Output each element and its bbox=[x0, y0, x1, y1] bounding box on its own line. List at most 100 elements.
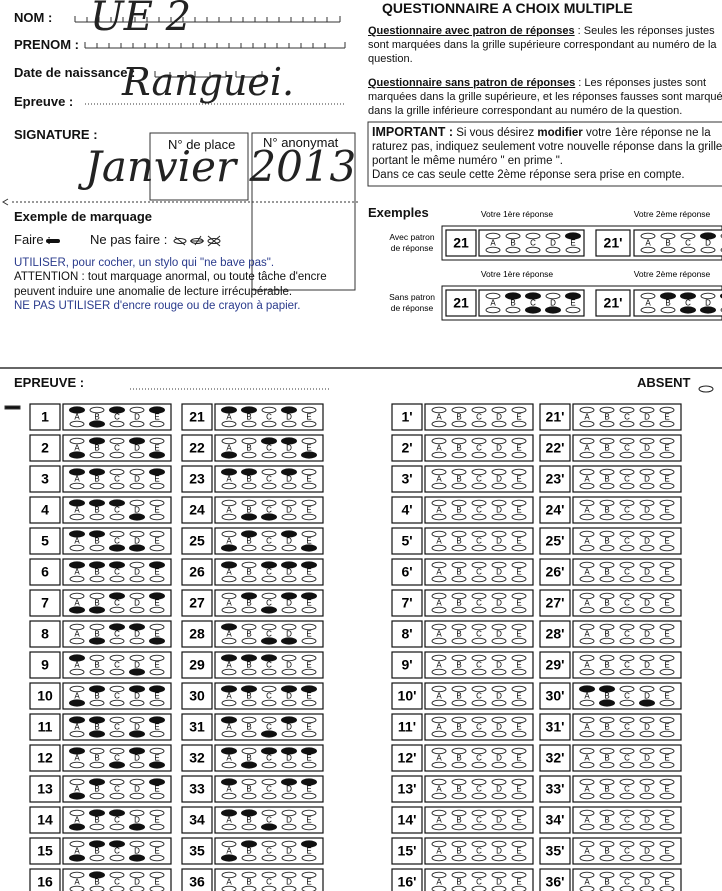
bubble bbox=[619, 792, 635, 800]
question-number-box bbox=[539, 713, 571, 741]
bubble bbox=[511, 482, 527, 490]
question-number: 30 bbox=[189, 688, 205, 704]
bubble bbox=[301, 730, 317, 738]
bubble bbox=[619, 716, 635, 724]
choice-letter: D bbox=[644, 847, 650, 856]
place-label: N° de place bbox=[168, 137, 236, 152]
question-number: 31 bbox=[189, 719, 205, 735]
example-row-label-line: Sans patron bbox=[389, 292, 435, 302]
bubble-filled bbox=[281, 561, 297, 569]
question-number-box bbox=[181, 527, 213, 555]
choice-letter: E bbox=[306, 847, 311, 856]
choice-letter: A bbox=[74, 568, 80, 577]
choice-letter: E bbox=[664, 692, 669, 701]
bubble bbox=[511, 885, 527, 891]
bubble bbox=[129, 606, 145, 614]
bubble bbox=[451, 809, 467, 817]
bubble bbox=[241, 623, 257, 631]
choice-letter: A bbox=[74, 599, 80, 608]
bubble-filled bbox=[281, 778, 297, 786]
bubble bbox=[639, 809, 655, 817]
question-number: 5' bbox=[401, 533, 412, 549]
choice-letter: E bbox=[664, 444, 669, 453]
question-number: 21' bbox=[546, 409, 565, 425]
choice-letter: C bbox=[266, 444, 272, 453]
bubble-filled bbox=[89, 778, 105, 786]
bubble bbox=[301, 654, 317, 662]
bubble bbox=[511, 406, 527, 414]
choice-letter: D bbox=[286, 599, 292, 608]
choice-letter: C bbox=[114, 847, 120, 856]
choice-letter: D bbox=[134, 475, 140, 484]
bubble bbox=[471, 420, 487, 428]
choice-letter: E bbox=[516, 630, 521, 639]
bubble-filled bbox=[129, 854, 145, 862]
bubble bbox=[659, 792, 675, 800]
question-number-box bbox=[539, 403, 571, 431]
bubble-filled bbox=[149, 685, 165, 693]
bubble bbox=[149, 544, 165, 552]
choice-letter: E bbox=[570, 239, 575, 248]
bubble bbox=[129, 561, 145, 569]
bubble-filled bbox=[129, 730, 145, 738]
bubble bbox=[579, 761, 595, 769]
bubble bbox=[511, 778, 527, 786]
choice-letter: A bbox=[74, 661, 80, 670]
question-number: 34 bbox=[189, 812, 205, 828]
choice-letter: E bbox=[154, 599, 159, 608]
with-pattern-body: : Seules les réponses justes sont marqué… bbox=[368, 25, 717, 65]
bubble bbox=[221, 730, 237, 738]
bubble bbox=[545, 292, 561, 300]
choice-letter: C bbox=[624, 723, 630, 732]
bubble bbox=[659, 747, 675, 755]
bubble bbox=[221, 885, 237, 891]
bubble bbox=[89, 747, 105, 755]
question-number: 1' bbox=[401, 409, 412, 425]
choice-letter: D bbox=[286, 444, 292, 453]
choice-letter: A bbox=[74, 630, 80, 639]
bubble bbox=[599, 468, 615, 476]
bubble bbox=[129, 637, 145, 645]
choice-letter: E bbox=[306, 630, 311, 639]
choice-letter: A bbox=[645, 239, 651, 248]
bubble bbox=[639, 482, 655, 490]
bubble bbox=[431, 809, 447, 817]
bubble bbox=[545, 232, 561, 240]
choice-letter: B bbox=[604, 599, 609, 608]
bubble bbox=[471, 747, 487, 755]
bubble bbox=[491, 468, 507, 476]
bubble bbox=[451, 530, 467, 538]
bubble-filled bbox=[639, 699, 655, 707]
choice-letter: E bbox=[154, 630, 159, 639]
bubble bbox=[639, 468, 655, 476]
choice-letter: D bbox=[496, 506, 502, 515]
bubble bbox=[149, 809, 165, 817]
bubble-filled bbox=[221, 778, 237, 786]
choice-letter: B bbox=[246, 568, 251, 577]
bubble bbox=[579, 513, 595, 521]
bubble bbox=[69, 885, 85, 891]
choice-letter: E bbox=[306, 661, 311, 670]
bubble bbox=[579, 840, 595, 848]
bubble bbox=[261, 482, 277, 490]
bubble bbox=[599, 871, 615, 879]
bubble bbox=[619, 840, 635, 848]
bubble bbox=[579, 406, 595, 414]
choice-letter: C bbox=[476, 754, 482, 763]
bubble bbox=[451, 606, 467, 614]
bubble bbox=[659, 420, 675, 428]
question-number-box bbox=[391, 868, 423, 891]
choice-letter: C bbox=[476, 413, 482, 422]
question-number-box bbox=[29, 434, 61, 462]
bubble-filled bbox=[241, 530, 257, 538]
question-number-box bbox=[539, 837, 571, 865]
bubble bbox=[69, 437, 85, 445]
bubble bbox=[129, 885, 145, 891]
bubble bbox=[511, 623, 527, 631]
choice-letter: E bbox=[516, 847, 521, 856]
question-number-box bbox=[29, 744, 61, 772]
choice-letter: E bbox=[306, 537, 311, 546]
choice-letter: C bbox=[266, 723, 272, 732]
choice-letter: A bbox=[226, 692, 232, 701]
bubble bbox=[619, 823, 635, 831]
